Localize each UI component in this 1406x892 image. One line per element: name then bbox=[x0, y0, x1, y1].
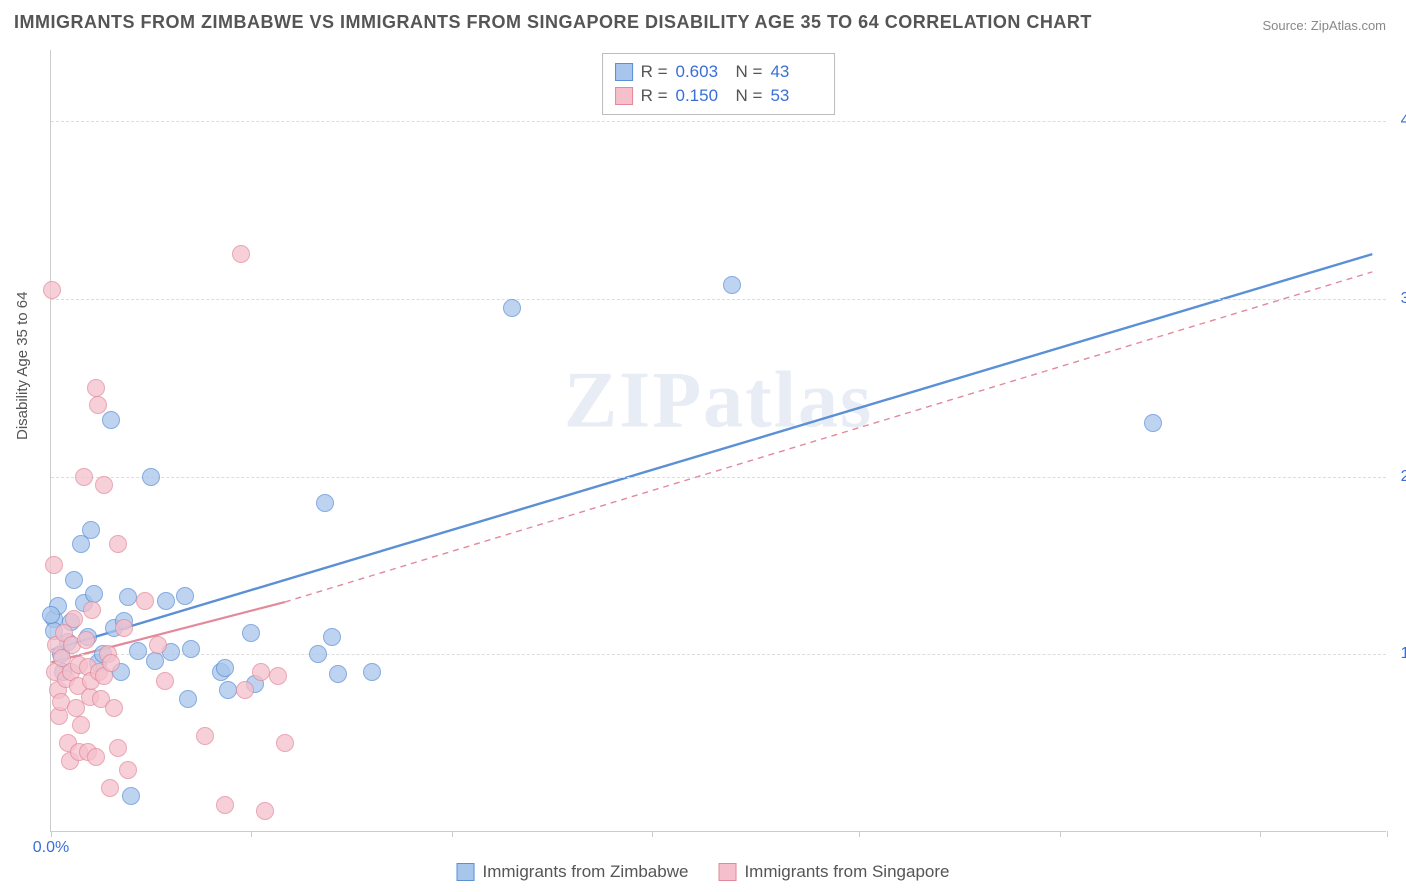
scatter-point-singapore bbox=[102, 654, 120, 672]
scatter-point-zimbabwe bbox=[323, 628, 341, 646]
scatter-point-singapore bbox=[119, 761, 137, 779]
scatter-point-singapore bbox=[89, 396, 107, 414]
trend-line bbox=[285, 272, 1372, 602]
n-label: N = bbox=[736, 84, 763, 108]
trend-line bbox=[51, 254, 1372, 650]
plot-area: ZIPatlas R =0.603N =43R =0.150N =53 10.0… bbox=[50, 50, 1386, 832]
x-tick-mark bbox=[51, 831, 52, 837]
scatter-point-zimbabwe bbox=[216, 659, 234, 677]
scatter-point-singapore bbox=[109, 535, 127, 553]
correlation-legend: R = 0.603 N = 43 R = 0.150 N = 53 bbox=[602, 53, 836, 115]
x-tick-mark bbox=[452, 831, 453, 837]
scatter-point-zimbabwe bbox=[129, 642, 147, 660]
scatter-point-zimbabwe bbox=[1144, 414, 1162, 432]
legend-label: Immigrants from Zimbabwe bbox=[483, 862, 689, 882]
y-axis-label: Disability Age 35 to 64 bbox=[14, 292, 31, 440]
scatter-point-zimbabwe bbox=[65, 571, 83, 589]
scatter-point-singapore bbox=[43, 281, 61, 299]
scatter-point-zimbabwe bbox=[102, 411, 120, 429]
scatter-point-singapore bbox=[149, 636, 167, 654]
scatter-point-singapore bbox=[95, 476, 113, 494]
scatter-point-singapore bbox=[75, 468, 93, 486]
legend-swatch bbox=[615, 87, 633, 105]
r-value: 0.150 bbox=[676, 84, 728, 108]
scatter-point-singapore bbox=[276, 734, 294, 752]
watermark-text: ZIPatlas bbox=[564, 356, 873, 447]
r-label: R = bbox=[641, 60, 668, 84]
scatter-point-zimbabwe bbox=[157, 592, 175, 610]
scatter-point-singapore bbox=[87, 748, 105, 766]
scatter-point-singapore bbox=[101, 779, 119, 797]
chart-title: IMMIGRANTS FROM ZIMBABWE VS IMMIGRANTS F… bbox=[14, 12, 1092, 33]
scatter-point-singapore bbox=[156, 672, 174, 690]
x-tick-mark bbox=[1387, 831, 1388, 837]
scatter-point-singapore bbox=[269, 667, 287, 685]
scatter-point-singapore bbox=[216, 796, 234, 814]
scatter-point-zimbabwe bbox=[146, 652, 164, 670]
scatter-point-singapore bbox=[252, 663, 270, 681]
series-legend: Immigrants from Zimbabwe Immigrants from … bbox=[457, 862, 950, 882]
scatter-point-singapore bbox=[115, 619, 133, 637]
legend-row-zimbabwe: R = 0.603 N = 43 bbox=[615, 60, 823, 84]
scatter-point-zimbabwe bbox=[142, 468, 160, 486]
scatter-point-singapore bbox=[109, 739, 127, 757]
n-value: 53 bbox=[770, 84, 822, 108]
scatter-point-zimbabwe bbox=[176, 587, 194, 605]
legend-label: Immigrants from Singapore bbox=[744, 862, 949, 882]
scatter-point-singapore bbox=[45, 556, 63, 574]
legend-row-singapore: R = 0.150 N = 53 bbox=[615, 84, 823, 108]
scatter-point-singapore bbox=[87, 379, 105, 397]
scatter-point-singapore bbox=[77, 631, 95, 649]
y-tick-label: 30.0% bbox=[1396, 290, 1406, 308]
scatter-point-zimbabwe bbox=[179, 690, 197, 708]
scatter-point-zimbabwe bbox=[119, 588, 137, 606]
r-label: R = bbox=[641, 84, 668, 108]
x-tick-mark bbox=[251, 831, 252, 837]
scatter-point-zimbabwe bbox=[219, 681, 237, 699]
n-value: 43 bbox=[770, 60, 822, 84]
scatter-point-zimbabwe bbox=[503, 299, 521, 317]
scatter-point-singapore bbox=[236, 681, 254, 699]
gridline-horizontal bbox=[51, 477, 1386, 478]
scatter-point-singapore bbox=[72, 716, 90, 734]
scatter-point-singapore bbox=[105, 699, 123, 717]
scatter-point-zimbabwe bbox=[723, 276, 741, 294]
n-label: N = bbox=[736, 60, 763, 84]
scatter-point-zimbabwe bbox=[182, 640, 200, 658]
source-attribution: Source: ZipAtlas.com bbox=[1262, 18, 1386, 33]
y-tick-label: 20.0% bbox=[1396, 468, 1406, 486]
legend-item-zimbabwe: Immigrants from Zimbabwe bbox=[457, 862, 689, 882]
x-tick-mark bbox=[859, 831, 860, 837]
gridline-horizontal bbox=[51, 121, 1386, 122]
scatter-point-singapore bbox=[232, 245, 250, 263]
scatter-point-zimbabwe bbox=[122, 787, 140, 805]
trend-lines-layer bbox=[51, 50, 1386, 831]
scatter-point-zimbabwe bbox=[82, 521, 100, 539]
x-tick-label: 0.0% bbox=[33, 839, 69, 857]
x-tick-mark bbox=[1260, 831, 1261, 837]
scatter-point-zimbabwe bbox=[309, 645, 327, 663]
scatter-point-singapore bbox=[136, 592, 154, 610]
scatter-point-singapore bbox=[83, 601, 101, 619]
scatter-point-singapore bbox=[256, 802, 274, 820]
r-value: 0.603 bbox=[676, 60, 728, 84]
scatter-point-zimbabwe bbox=[363, 663, 381, 681]
scatter-point-singapore bbox=[65, 610, 83, 628]
scatter-point-zimbabwe bbox=[316, 494, 334, 512]
gridline-horizontal bbox=[51, 299, 1386, 300]
scatter-point-zimbabwe bbox=[329, 665, 347, 683]
legend-item-singapore: Immigrants from Singapore bbox=[718, 862, 949, 882]
x-tick-mark bbox=[1060, 831, 1061, 837]
y-tick-label: 10.0% bbox=[1396, 645, 1406, 663]
x-tick-mark bbox=[652, 831, 653, 837]
legend-swatch bbox=[615, 63, 633, 81]
scatter-point-zimbabwe bbox=[42, 606, 60, 624]
y-tick-label: 40.0% bbox=[1396, 112, 1406, 130]
gridline-horizontal bbox=[51, 654, 1386, 655]
scatter-point-zimbabwe bbox=[242, 624, 260, 642]
scatter-point-singapore bbox=[196, 727, 214, 745]
legend-swatch bbox=[457, 863, 475, 881]
legend-swatch bbox=[718, 863, 736, 881]
